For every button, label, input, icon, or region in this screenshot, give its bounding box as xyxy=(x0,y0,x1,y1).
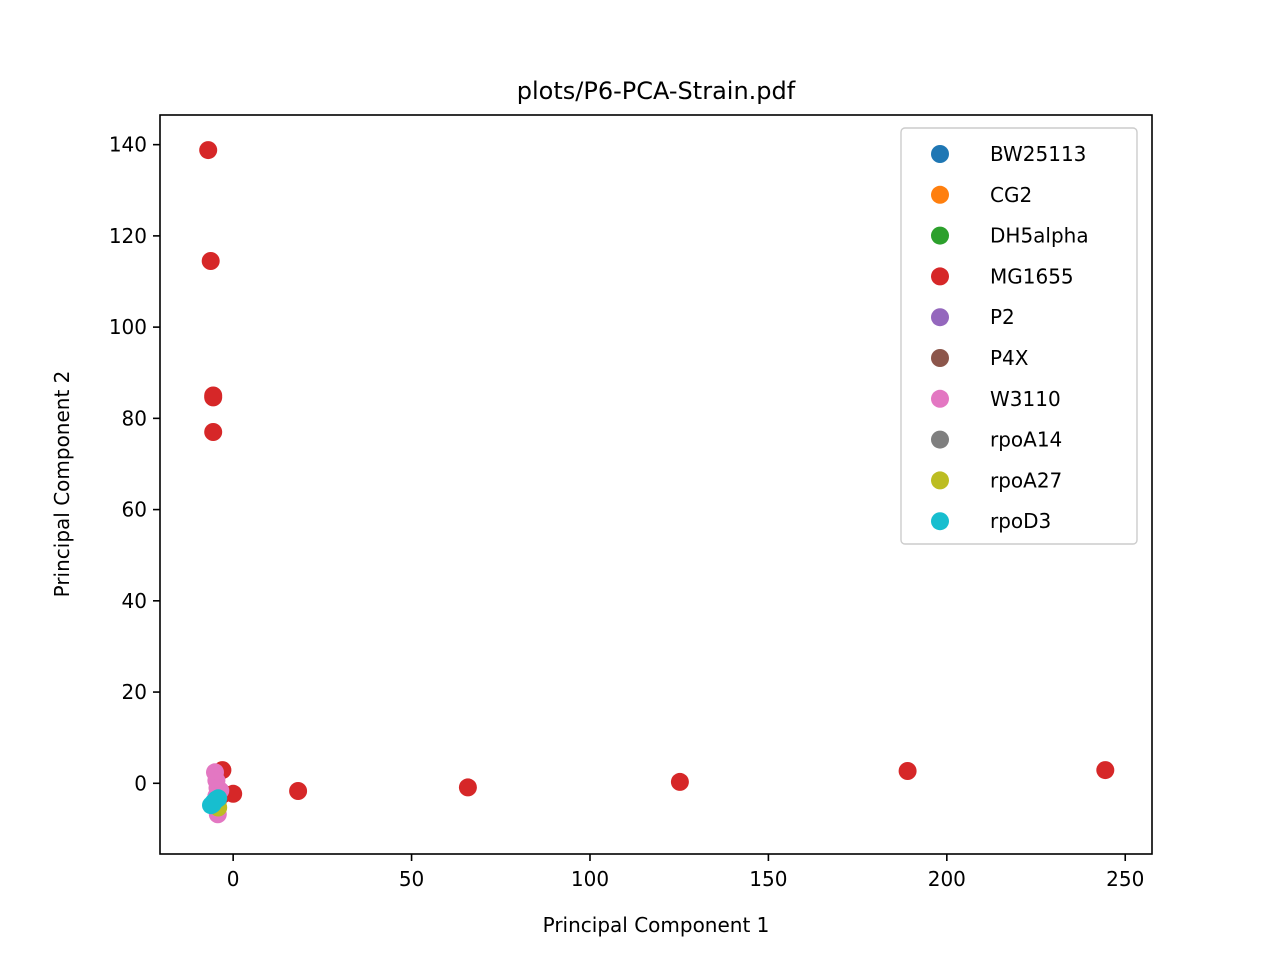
data-point xyxy=(204,423,223,441)
y-axis: 0 20 40 60 80 100 120 140 xyxy=(109,133,160,795)
legend-box xyxy=(900,127,1138,545)
legend-label: rpoA27 xyxy=(990,468,1062,492)
legend-item: CG2 xyxy=(931,183,1032,207)
y-tick-label: 0 xyxy=(134,771,147,795)
legend-item: DH5alpha xyxy=(931,224,1089,248)
x-tick-label: 100 xyxy=(571,867,609,891)
axes-frame xyxy=(159,114,1153,855)
legend-marker xyxy=(931,226,949,245)
y-tick-label: 40 xyxy=(122,589,147,613)
legend-label: DH5alpha xyxy=(990,224,1089,248)
legend-marker xyxy=(931,512,949,531)
legend-item: W3110 xyxy=(931,387,1061,411)
x-axis-label: Principal Component 1 xyxy=(543,913,770,937)
legend-item: P4X xyxy=(931,346,1029,370)
data-point xyxy=(204,388,223,407)
data-point xyxy=(670,772,689,791)
legend-label: rpoD3 xyxy=(990,509,1051,533)
y-tick-label: 120 xyxy=(109,224,147,248)
legend-item: rpoA14 xyxy=(931,428,1062,452)
legend-label: W3110 xyxy=(990,387,1061,411)
legend-item: MG1655 xyxy=(931,264,1074,288)
y-tick-label: 80 xyxy=(122,406,147,430)
legend-marker xyxy=(931,185,949,204)
legend-marker xyxy=(931,471,949,490)
plot-area xyxy=(199,141,1115,824)
legend-marker xyxy=(931,267,949,286)
chart-title: plots/P6-PCA-Strain.pdf xyxy=(517,77,796,105)
data-point xyxy=(289,782,308,800)
data-point xyxy=(199,141,218,160)
legend-marker xyxy=(931,145,949,163)
series-rpoD3 xyxy=(202,789,228,815)
legend-item: P2 xyxy=(931,305,1015,329)
x-tick-label: 200 xyxy=(928,867,966,891)
legend-label: P4X xyxy=(990,346,1029,370)
x-tick-label: 0 xyxy=(227,867,240,891)
y-tick-label: 60 xyxy=(122,498,147,522)
data-point xyxy=(203,795,222,814)
legend-item: rpoA27 xyxy=(931,468,1062,492)
legend-label: CG2 xyxy=(990,183,1032,207)
y-tick-label: 20 xyxy=(122,680,147,704)
y-axis-label: Principal Component 2 xyxy=(50,371,74,598)
x-axis: 0 50 100 150 200 250 xyxy=(227,854,1144,891)
legend-marker xyxy=(931,349,949,367)
legend-marker xyxy=(931,430,949,449)
data-point xyxy=(201,252,220,270)
legend-label: MG1655 xyxy=(990,264,1074,288)
legend-label: BW25113 xyxy=(990,142,1086,166)
legend-item: rpoD3 xyxy=(931,509,1051,533)
y-tick-label: 140 xyxy=(109,133,147,157)
legend: BW25113 CG2 DH5alpha MG1655 P2 P4X W3110 rpoA14… xyxy=(900,127,1138,545)
x-tick-label: 250 xyxy=(1106,867,1144,891)
legend-marker xyxy=(931,389,949,408)
legend-label: P2 xyxy=(990,305,1015,329)
x-tick-label: 50 xyxy=(399,867,424,891)
data-point xyxy=(1096,761,1115,780)
legend-label: rpoA14 xyxy=(990,428,1062,452)
y-tick-label: 100 xyxy=(109,315,147,339)
x-tick-label: 150 xyxy=(749,867,787,891)
legend-marker xyxy=(931,308,949,327)
data-point xyxy=(458,778,477,797)
legend-item: BW25113 xyxy=(931,142,1086,166)
data-point xyxy=(898,762,917,780)
